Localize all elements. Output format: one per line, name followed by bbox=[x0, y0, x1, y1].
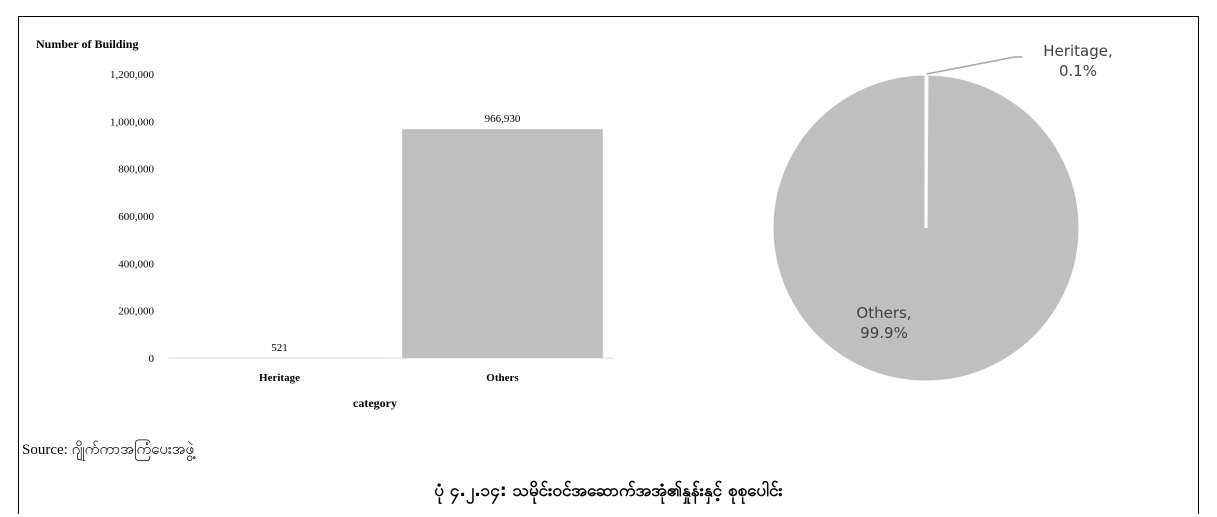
source-note: Source: ဂျိုက်ကာအကြံပေးအဖွဲ့ bbox=[22, 442, 195, 458]
bar-value-label: 521 bbox=[271, 342, 288, 354]
leader-line bbox=[926, 56, 1023, 75]
y-axis-title: Number of Building bbox=[36, 37, 138, 51]
y-axis-ticks: 0 200,000 400,000 600,000 800,000 1,000,000 1,… bbox=[110, 69, 155, 365]
y-tick-label: 600,000 bbox=[118, 211, 154, 223]
y-tick-label: 800,000 bbox=[118, 164, 154, 176]
bars: 521 966,930 bbox=[179, 113, 603, 358]
y-tick-label: 1,000,000 bbox=[110, 116, 155, 128]
figure-frame bbox=[18, 16, 1199, 514]
pie-slice bbox=[770, 72, 1082, 384]
y-tick-label: 0 bbox=[149, 353, 155, 365]
pie-label-heritage: Heritage, 0.1% bbox=[1043, 42, 1112, 80]
figure-caption: ပုံ ၄.၂.၁၄: သမိုင်းဝင်အဆောက်အအုံ၏နှုန်းန… bbox=[434, 481, 783, 501]
y-tick-label: 200,000 bbox=[118, 306, 154, 318]
x-axis-ticks: Heritage Others bbox=[259, 372, 519, 384]
pie-chart: Heritage, 0.1% Others, 99.9% bbox=[770, 42, 1113, 384]
x-axis-title: category bbox=[353, 396, 397, 410]
bar bbox=[402, 129, 603, 358]
bar-value-label: 966,930 bbox=[485, 113, 521, 125]
pie-label-others: Others, 99.9% bbox=[856, 304, 911, 342]
x-tick-label: Heritage bbox=[259, 372, 300, 384]
bar-chart: Number of Building 0 200,000 400,000 600,00… bbox=[36, 37, 614, 410]
x-tick-label: Others bbox=[486, 372, 519, 384]
y-tick-label: 400,000 bbox=[118, 258, 154, 270]
y-tick-label: 1,200,000 bbox=[110, 69, 155, 81]
